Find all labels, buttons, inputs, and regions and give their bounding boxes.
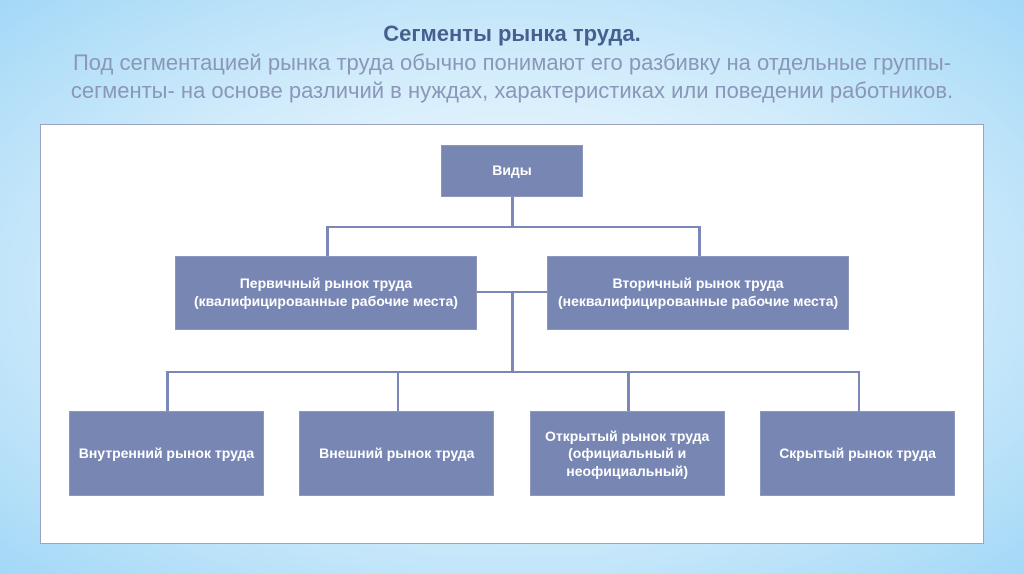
node-root: Виды — [441, 145, 583, 197]
node-primary: Первичный рынок труда (квалифицированные… — [175, 256, 476, 330]
connector — [698, 226, 701, 256]
node-hidden: Скрытый рынок труда — [760, 411, 955, 496]
connector — [511, 197, 514, 227]
diagram-canvas: Виды Первичный рынок труда (квалифицирова… — [69, 145, 955, 515]
node-open: Открытый рынок труда (официальный и неоф… — [530, 411, 725, 496]
connector — [166, 371, 857, 373]
connector — [858, 371, 861, 412]
slide-subtitle: Под сегментацией рынка труда обычно пони… — [40, 49, 984, 106]
connector — [166, 371, 169, 412]
connector — [326, 226, 329, 256]
slide-title: Сегменты рынка труда. — [40, 20, 984, 49]
connector — [511, 291, 514, 372]
connector — [326, 226, 698, 228]
diagram-frame: Виды Первичный рынок труда (квалифицирова… — [40, 124, 984, 544]
node-internal: Внутренний рынок труда — [69, 411, 264, 496]
connector — [627, 371, 630, 412]
connector — [397, 371, 400, 412]
slide: Сегменты рынка труда. Под сегментацией р… — [0, 0, 1024, 574]
node-external: Внешний рынок труда — [299, 411, 494, 496]
slide-header: Сегменты рынка труда. Под сегментацией р… — [40, 20, 984, 106]
node-secondary: Вторичный рынок труда (неквалифицированн… — [547, 256, 848, 330]
